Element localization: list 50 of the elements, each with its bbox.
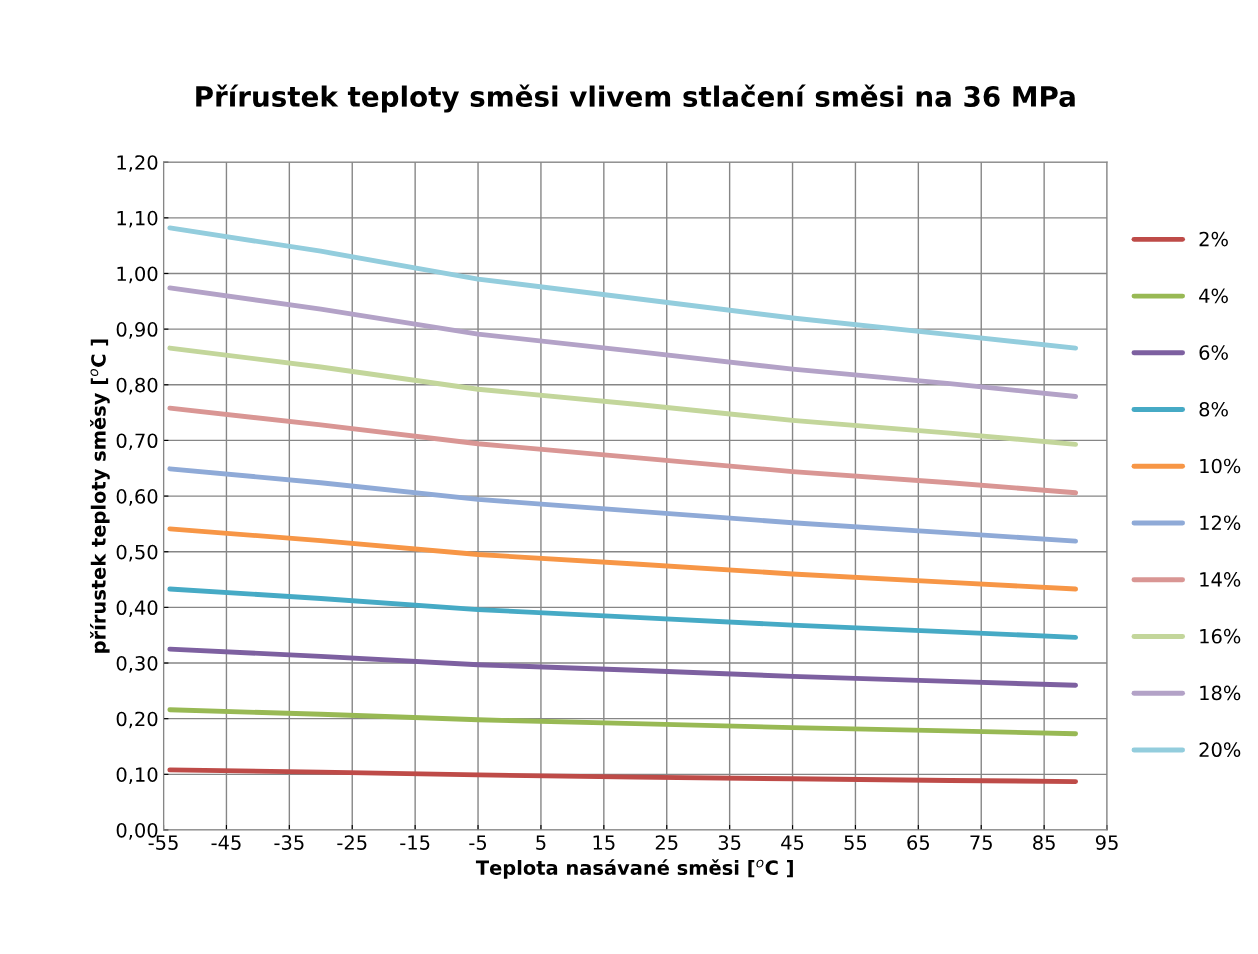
x-tick-label: 75 <box>970 835 992 850</box>
x-tick-label: -5 <box>469 835 487 850</box>
x-tick-label: -15 <box>400 835 430 850</box>
x-tick-label: 5 <box>536 835 546 850</box>
legend-label: 20% <box>1199 742 1241 758</box>
y-tick-label: 0,90 <box>116 322 158 339</box>
y-tick-label: 0,80 <box>116 377 158 395</box>
line-series <box>167 646 1079 688</box>
x-tick-label: 15 <box>593 835 615 850</box>
x-tick-label: 35 <box>718 835 741 850</box>
y-tick-label: 0,20 <box>116 711 158 729</box>
legend-label: 4% <box>1199 288 1228 304</box>
x-tick-label: 45 <box>781 835 804 850</box>
y-axis-title: přírustek teploty směsy [$^{o}$C ] <box>90 339 110 653</box>
line-series <box>167 405 1079 496</box>
chart-title: Přírustek teploty směsi vlivem stlačení směsi na 36 MPa <box>196 84 1075 113</box>
legend-label: 10% <box>1200 458 1241 474</box>
line-series <box>167 466 1079 544</box>
legend-label: 18% <box>1200 685 1241 701</box>
line-series <box>167 345 1079 447</box>
x-tick-label: -25 <box>337 835 367 850</box>
y-tick-label: 0,50 <box>116 544 158 562</box>
y-tick-label: 1,10 <box>117 210 158 228</box>
y-tick-label: 0,40 <box>116 600 158 618</box>
line-series <box>167 586 1079 640</box>
x-tick-label: 85 <box>1033 835 1055 850</box>
y-tick-label: 0,10 <box>116 767 158 784</box>
legend-label: 6% <box>1199 345 1228 360</box>
y-tick-label: 0,60 <box>116 489 158 506</box>
x-tick-label: -35 <box>274 835 304 850</box>
x-tick-label: -45 <box>211 835 241 850</box>
line-series <box>167 285 1079 399</box>
y-tick-label: 1,00 <box>117 266 158 284</box>
line-series <box>167 767 1079 784</box>
legend-label: 2% <box>1199 231 1228 247</box>
legend-label: 14% <box>1200 572 1241 587</box>
legend-label: 12% <box>1200 515 1241 531</box>
y-tick-label: 0,70 <box>116 433 158 451</box>
x-tick-label: 95 <box>1095 835 1118 850</box>
y-tick-label: 1,20 <box>117 155 158 172</box>
line-series <box>167 707 1079 737</box>
x-axis-title: Teplota nasávané směsi [$^{o}$C ] <box>475 859 793 879</box>
y-tick-label: 0,30 <box>116 655 158 673</box>
line-series <box>167 225 1079 351</box>
x-tick-label: 25 <box>655 835 678 850</box>
x-tick-label: 65 <box>907 835 930 850</box>
legend-label: 16% <box>1200 628 1241 644</box>
line-series <box>167 526 1079 592</box>
x-tick-label: 55 <box>844 835 867 850</box>
legend-label: 8% <box>1199 401 1228 417</box>
